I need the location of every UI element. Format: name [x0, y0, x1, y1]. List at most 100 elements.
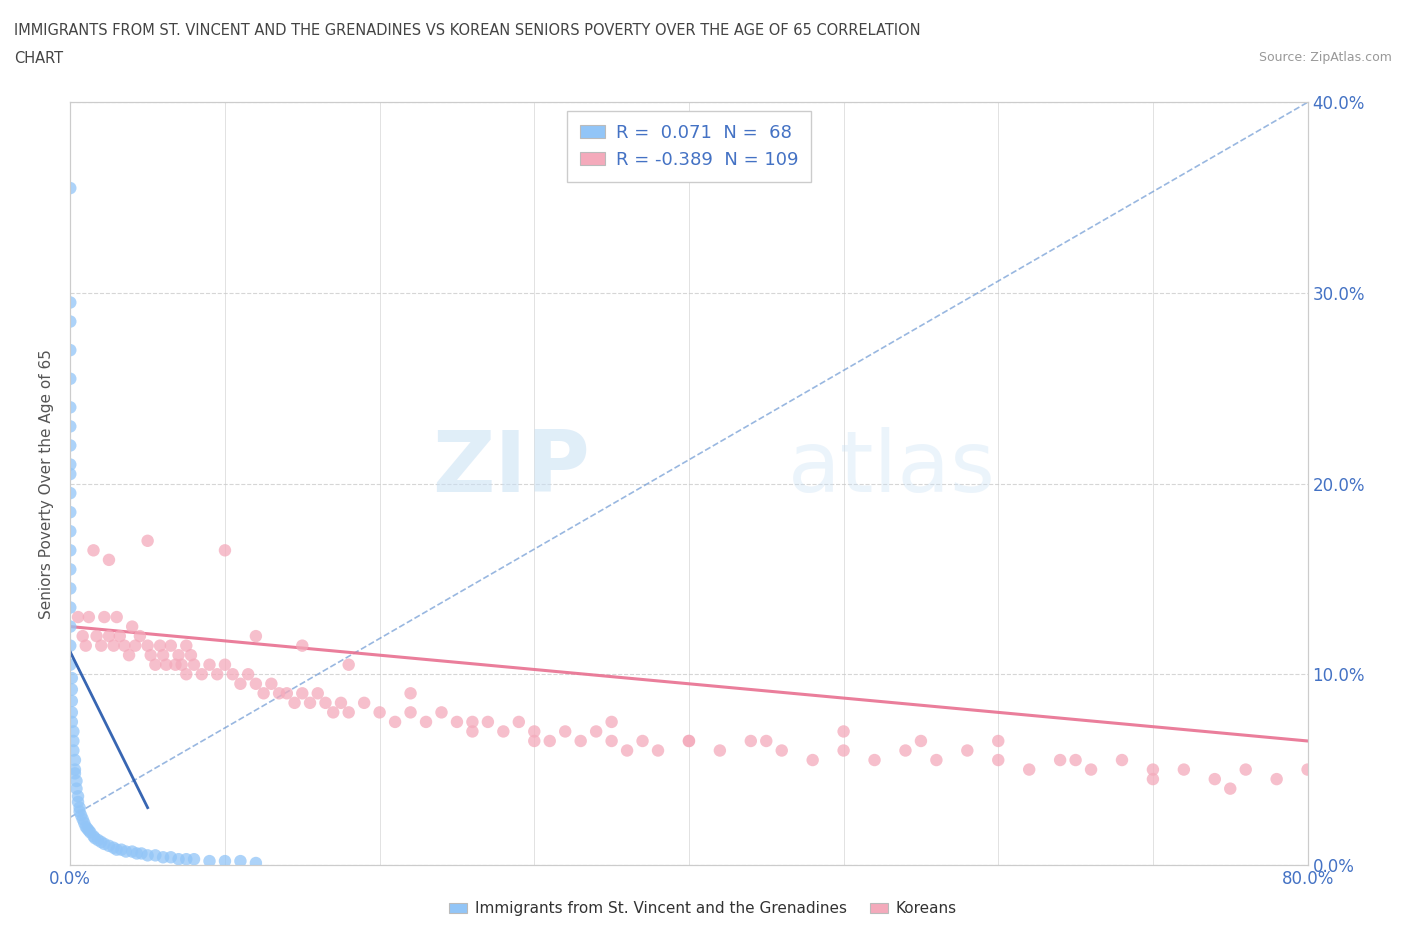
Point [291, 686, 314, 701]
Point [709, 743, 731, 758]
Text: CHART: CHART [14, 51, 63, 66]
Point [62, 724, 84, 738]
Point [600, 734, 623, 749]
Point [678, 734, 700, 749]
Point [105, 610, 128, 625]
Point [160, 850, 183, 865]
Point [678, 734, 700, 749]
Point [59, 600, 82, 615]
Point [399, 686, 422, 701]
Point [832, 743, 855, 758]
Point [554, 724, 576, 738]
Point [508, 714, 530, 729]
Point [59, 543, 82, 558]
Point [647, 743, 669, 758]
Point [238, 667, 260, 682]
Point [59, 458, 82, 472]
Point [330, 696, 353, 711]
Point [59, 295, 82, 310]
Point [103, 841, 125, 856]
Point [152, 647, 174, 662]
Point [59, 658, 82, 672]
Point [1049, 752, 1071, 767]
Point [925, 752, 948, 767]
Point [167, 852, 190, 867]
Point [191, 667, 214, 682]
Point [1018, 763, 1040, 777]
Point [245, 856, 267, 870]
Point [59, 400, 82, 415]
Point [755, 734, 778, 749]
Point [72, 812, 94, 827]
Point [121, 619, 143, 634]
Point [59, 180, 82, 195]
Point [62, 734, 84, 749]
Point [76, 821, 98, 836]
Point [86, 629, 108, 644]
Point [59, 619, 82, 634]
Point [260, 676, 283, 691]
Point [60, 671, 83, 685]
Point [67, 794, 90, 809]
Point [136, 638, 159, 653]
Point [368, 705, 391, 720]
Point [269, 686, 291, 701]
Point [1111, 752, 1133, 767]
Point [446, 714, 468, 729]
Point [90, 834, 112, 849]
Point [322, 705, 344, 720]
Point [63, 766, 86, 781]
Point [198, 854, 221, 869]
Point [384, 714, 406, 729]
Text: IMMIGRANTS FROM ST. VINCENT AND THE GRENADINES VS KOREAN SENIORS POVERTY OVER TH: IMMIGRANTS FROM ST. VINCENT AND THE GREN… [14, 23, 921, 38]
Point [569, 734, 592, 749]
Point [863, 752, 886, 767]
Point [75, 638, 97, 653]
Point [114, 638, 135, 653]
Point [207, 667, 229, 682]
Point [245, 676, 267, 691]
Point [139, 647, 162, 662]
Point [59, 371, 82, 386]
Point [60, 682, 83, 697]
Point [430, 705, 453, 720]
Text: ZIP: ZIP [432, 427, 591, 510]
Point [1265, 772, 1288, 787]
Y-axis label: Seniors Poverty Over the Age of 65: Seniors Poverty Over the Age of 65 [39, 349, 55, 618]
Point [415, 714, 437, 729]
Point [98, 629, 120, 644]
Point [353, 696, 375, 711]
Point [229, 676, 252, 691]
Point [770, 743, 793, 758]
Point [77, 610, 100, 625]
Point [77, 823, 100, 838]
Point [149, 638, 172, 653]
Point [124, 638, 146, 653]
Legend: Immigrants from St. Vincent and the Grenadines, Koreans: Immigrants from St. Vincent and the Gren… [443, 896, 963, 923]
Point [65, 781, 87, 796]
Point [616, 743, 638, 758]
Point [59, 467, 82, 482]
Point [1173, 763, 1195, 777]
Point [60, 705, 83, 720]
Text: Source: ZipAtlas.com: Source: ZipAtlas.com [1258, 51, 1392, 64]
Point [174, 638, 197, 653]
Point [67, 610, 90, 625]
Legend: R =  0.071  N =  68, R = -0.389  N = 109: R = 0.071 N = 68, R = -0.389 N = 109 [567, 112, 811, 181]
Point [82, 543, 105, 558]
Point [1204, 772, 1226, 787]
Point [461, 724, 484, 738]
Point [337, 705, 360, 720]
Point [62, 743, 84, 758]
Point [523, 724, 546, 738]
Point [69, 804, 91, 819]
Point [93, 610, 115, 625]
Point [631, 734, 654, 749]
Point [180, 647, 202, 662]
Point [110, 843, 132, 857]
Point [399, 705, 422, 720]
Point [115, 844, 138, 859]
Point [214, 543, 236, 558]
Point [63, 752, 86, 767]
Point [183, 658, 205, 672]
